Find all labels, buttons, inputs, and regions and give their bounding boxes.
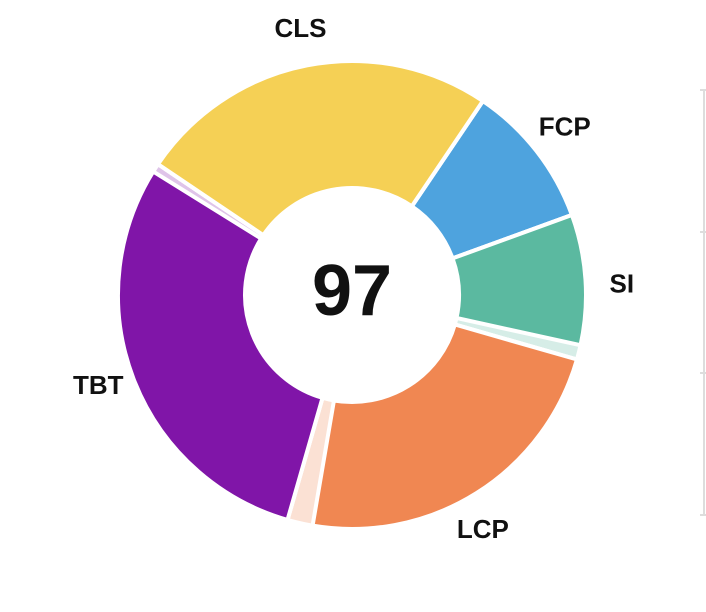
- metric-arc: [155, 59, 486, 238]
- metric-label: CLS: [274, 13, 326, 43]
- metric-arc: [116, 168, 325, 523]
- total-score: 97: [312, 251, 392, 331]
- side-panel-edge: [700, 89, 706, 516]
- metric-label: LCP: [457, 514, 509, 544]
- metric-arc: [310, 322, 580, 531]
- metric-arc: [449, 212, 588, 348]
- metric-label: TBT: [73, 370, 124, 400]
- metric-label: SI: [610, 268, 635, 298]
- metric-label: FCP: [539, 112, 591, 142]
